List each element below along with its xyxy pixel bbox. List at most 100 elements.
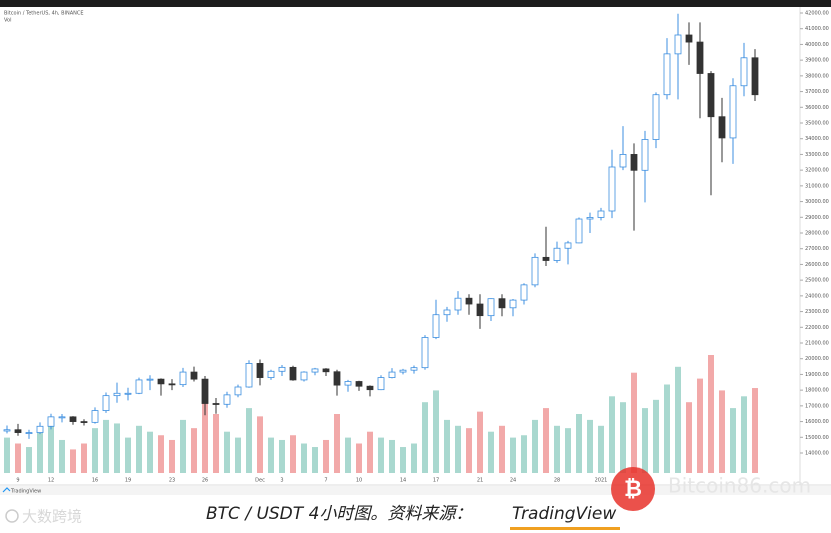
y-tick-label: 25000.00 <box>805 278 829 284</box>
candle-body <box>421 337 429 369</box>
volume-bar <box>686 402 692 473</box>
candle-body <box>289 366 297 381</box>
x-tick-label: 24 <box>510 478 516 484</box>
attribution: TradingView <box>10 489 41 495</box>
volume-bar <box>103 419 109 473</box>
volume-bar <box>180 419 186 473</box>
candle-body <box>619 154 627 168</box>
y-tick-label: 37000.00 <box>805 89 829 95</box>
y-tick-label: 31000.00 <box>805 183 829 189</box>
candle-body <box>344 381 352 386</box>
candle-body <box>454 297 462 311</box>
caption-underline <box>510 527 620 530</box>
y-tick-label: 19000.00 <box>805 372 829 378</box>
y-tick-label: 42000.00 <box>805 11 829 17</box>
volume-bar <box>114 423 120 473</box>
volume-bar <box>268 437 274 473</box>
volume-bar <box>378 437 384 473</box>
caption-source: TradingView <box>512 504 616 524</box>
y-tick-label: 27000.00 <box>805 246 829 252</box>
volume-bar <box>246 408 252 473</box>
volume-bar <box>191 428 197 473</box>
x-tick-label: 28 <box>554 478 560 484</box>
volume-bar <box>444 419 450 473</box>
candle-body <box>740 57 748 87</box>
volume-bar <box>554 425 560 473</box>
candle-body <box>663 53 671 96</box>
volume-bar <box>312 447 318 473</box>
volume-bar <box>356 443 362 473</box>
volume-bar <box>389 439 395 473</box>
candle-body <box>256 363 264 378</box>
candle-body <box>102 395 110 411</box>
volume-bar <box>92 428 98 473</box>
x-tick-label: 10 <box>356 478 362 484</box>
candle-body <box>729 85 737 139</box>
volume-bar <box>653 399 659 473</box>
x-tick-label: 2021 <box>595 478 608 484</box>
candle-body <box>696 41 704 74</box>
candle-body <box>311 368 319 373</box>
y-tick-label: 16000.00 <box>805 419 829 425</box>
volume-bar <box>257 416 263 473</box>
candle-body <box>641 139 649 171</box>
y-tick-label: 39000.00 <box>805 58 829 64</box>
tradingview-logo <box>2 487 11 493</box>
candle-body <box>751 57 759 96</box>
volume-bar <box>565 428 571 473</box>
candle-body <box>157 378 165 385</box>
volume-bar <box>367 431 373 473</box>
candle-body <box>564 242 572 249</box>
candle-body <box>597 210 605 218</box>
volume-bar <box>741 396 747 473</box>
x-tick-label: 3 <box>280 478 283 484</box>
y-tick-label: 36000.00 <box>805 105 829 111</box>
y-tick-label: 29000.00 <box>805 215 829 221</box>
y-tick-label: 23000.00 <box>805 309 829 315</box>
candle-body <box>498 298 506 309</box>
candle-body <box>322 368 330 373</box>
candle-body <box>80 421 88 423</box>
candle-body <box>443 309 451 316</box>
candle-body <box>124 392 132 395</box>
candle-body <box>223 394 231 405</box>
y-tick-label: 24000.00 <box>805 293 829 299</box>
candle-body <box>135 379 143 394</box>
volume-bar <box>125 437 131 473</box>
volume-bar <box>213 414 219 473</box>
y-tick-label: 17000.00 <box>805 403 829 409</box>
x-tick-label: 17 <box>433 478 439 484</box>
volume-bar <box>642 408 648 473</box>
y-tick-label: 22000.00 <box>805 325 829 331</box>
chart-header: Bitcoin / TetherUS, 4h, BINANCE <box>4 11 84 17</box>
candle-body <box>146 378 154 381</box>
candle-body <box>553 247 561 261</box>
volume-bar <box>422 402 428 473</box>
y-tick-label: 20000.00 <box>805 356 829 362</box>
candle-body <box>718 116 726 139</box>
volume-bar <box>433 390 439 473</box>
volume-bar <box>136 425 142 473</box>
candle-body <box>245 363 253 388</box>
volume-bar <box>81 443 87 473</box>
x-tick-label: 9 <box>16 478 19 484</box>
volume-bar <box>543 408 549 473</box>
volume-bar <box>488 431 494 473</box>
top-bar <box>0 0 831 7</box>
candle-body <box>586 217 594 220</box>
volume-bar <box>224 431 230 473</box>
watermark-left: 大数跨境 <box>22 508 82 526</box>
candle-body <box>234 386 242 396</box>
watermark-logo <box>5 509 19 523</box>
volume-bar <box>59 439 65 473</box>
y-tick-label: 41000.00 <box>805 26 829 32</box>
volume-bar <box>15 443 21 473</box>
volume-label: Vol <box>4 18 11 24</box>
candle-body <box>685 34 693 43</box>
candle-body <box>608 166 616 212</box>
candle-body <box>355 381 363 387</box>
volume-bar <box>697 378 703 473</box>
volume-bar <box>345 437 351 473</box>
candle-body <box>47 416 55 427</box>
candle-body <box>388 371 396 378</box>
